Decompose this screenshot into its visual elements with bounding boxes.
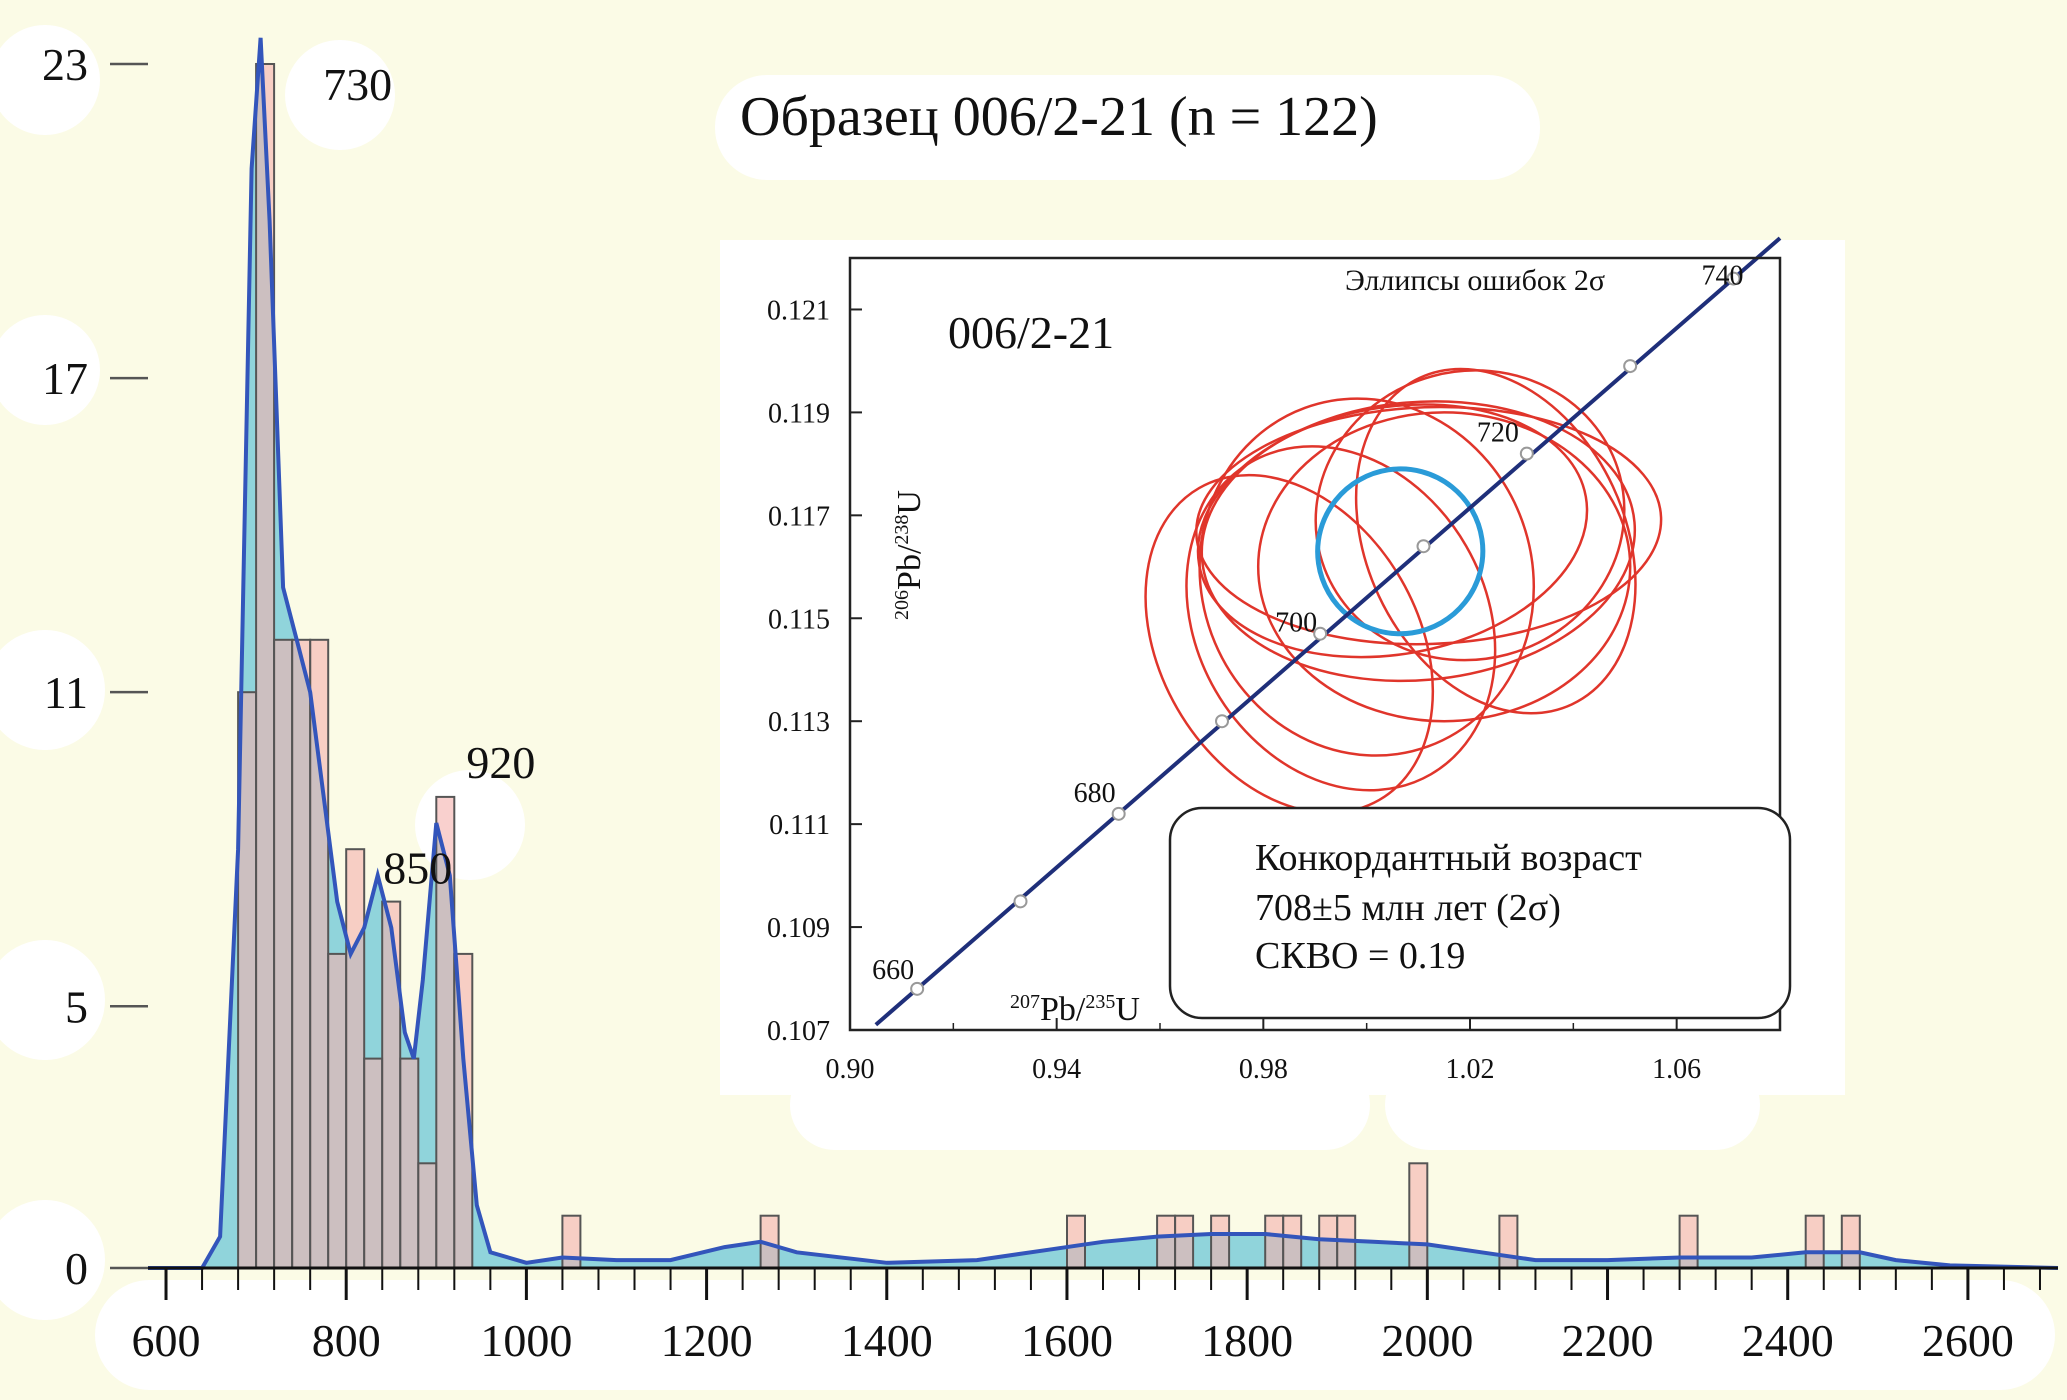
histogram-bar-18 [1210, 1214, 1231, 1269]
x-tick-label-800: 800 [312, 1315, 381, 1366]
concordia-point-680 [1111, 806, 1126, 821]
x-tick-label-1000: 1000 [480, 1315, 572, 1366]
error-ellipse-8 [1144, 473, 1435, 815]
x-tick-label-1400: 1400 [841, 1315, 933, 1366]
y-tick-label-11: 11 [44, 667, 88, 718]
concordia-point-700 [1313, 626, 1328, 641]
histogram-bar-7 [363, 1057, 384, 1269]
chart-title: Образец 006/2-21 (n = 122) [740, 86, 1378, 148]
peak-label-730: 730 [323, 59, 392, 110]
inset-x-tick-label-1.02: 1.02 [1446, 1054, 1495, 1085]
x-tick-label-2200: 2200 [1562, 1315, 1654, 1366]
histogram-chart: 600 800 1000 1200 1400 1600 1800 2000 2200 2400 26… [42, 37, 2059, 1366]
histogram-bar-24 [1498, 1214, 1519, 1269]
x-tick-label-2400: 2400 [1742, 1315, 1834, 1366]
error-ellipse-6 [1354, 367, 1637, 715]
histogram-bar-3 [291, 638, 312, 1269]
annotation-box: Конкордантный возраст 708±5 млн лет (2σ)… [1168, 806, 1792, 1020]
concordia-label-720: 720 [1477, 418, 1519, 449]
inset-y-tick-label-0.121: 0.121 [767, 295, 830, 326]
inset-plot-frame [848, 256, 1782, 1032]
histogram-bar-26 [1804, 1214, 1825, 1269]
inset-y-ticks: 0.107 0.109 0.111 0.113 0.115 0.117 0.119 0.121 [767, 295, 862, 1047]
annotation-line-1: Конкордантный возраст [1255, 837, 1642, 879]
y-tick-label-5: 5 [65, 981, 88, 1032]
histogram-bar-2 [273, 638, 294, 1269]
error-ellipse-4 [1198, 397, 1536, 757]
inset-x-tick-label-0.94: 0.94 [1032, 1054, 1081, 1085]
histogram-bar-5 [327, 952, 348, 1270]
y-tick-label-17: 17 [42, 353, 88, 404]
histogram-bar-23 [1408, 1162, 1429, 1270]
inset-y-tick-label-0.115: 0.115 [768, 604, 830, 635]
error-ellipse-2 [1314, 369, 1626, 662]
histogram-bar-4 [309, 638, 330, 1269]
concordia-point-670 [1013, 894, 1028, 909]
inset-x-ticks: 0.90 0.94 0.98 1.02 1.06 [826, 1018, 1701, 1085]
x-tick-label-2000: 2000 [1381, 1315, 1473, 1366]
annotation-line-2: 708±5 млн лет (2σ) [1255, 887, 1561, 929]
x-tick-label-1800: 1800 [1201, 1315, 1293, 1366]
histogram-bar-25 [1678, 1214, 1699, 1269]
x-axis-ticks: 600 800 1000 1200 1400 1600 1800 2000 2200 2400 26… [132, 1268, 2041, 1366]
error-ellipse-3 [1256, 411, 1632, 723]
inset-x-label: 207Pb/235U [1010, 991, 1140, 1028]
concordant-ellipse [1315, 466, 1486, 637]
inset-y-tick-label-0.117: 0.117 [768, 501, 830, 532]
concordia-labels: 660 680 700 720 740 [872, 261, 1743, 986]
peak-label-850: 850 [383, 843, 452, 894]
inset-y-tick-label-0.113: 0.113 [768, 707, 830, 738]
concordia-point-660 [910, 981, 925, 996]
x-tick-label-1200: 1200 [661, 1315, 753, 1366]
inset-x-tick-label-0.9: 0.90 [826, 1054, 875, 1085]
ellipse-legend: Эллипсы ошибок 2σ [1345, 264, 1605, 297]
inset-x-tick-label-0.98: 0.98 [1239, 1054, 1288, 1085]
histogram-bar-15 [1066, 1214, 1086, 1269]
error-ellipse-7 [1185, 445, 1497, 792]
concordia-point-730 [1623, 359, 1638, 374]
histogram-bar-6 [345, 848, 366, 1269]
histogram-bar-20 [1282, 1214, 1303, 1269]
error-ellipses [1144, 367, 1663, 815]
density-curve-line [148, 37, 2059, 1270]
concordia-label-660: 660 [872, 955, 914, 986]
concordia-points [910, 271, 1741, 996]
histogram-bar-10 [417, 1162, 438, 1270]
concordia-label-740: 740 [1702, 261, 1744, 292]
inset-y-tick-label-0.111: 0.111 [769, 810, 830, 841]
histogram-bar-19 [1264, 1214, 1285, 1269]
error-ellipse-5 [1195, 405, 1663, 646]
peak-label-920: 920 [466, 737, 535, 788]
inset-y-tick-label-0.109: 0.109 [767, 913, 830, 944]
concordia-label-700: 700 [1275, 608, 1317, 639]
histogram-bar-27 [1840, 1214, 1861, 1269]
inset-y-tick-label-0.119: 0.119 [768, 398, 830, 429]
inset-x-tick-label-1.06: 1.06 [1652, 1054, 1701, 1085]
concordia-point-690 [1215, 714, 1229, 729]
concordia-point-720 [1519, 446, 1534, 461]
histogram-bar-8 [381, 900, 402, 1269]
concordia-point-740 [1726, 271, 1741, 286]
histogram-bar-17 [1174, 1214, 1195, 1269]
x-tick-label-1600: 1600 [1021, 1315, 1113, 1366]
y-tick-label-23: 23 [42, 39, 88, 90]
inset-y-label: 206Pb/238U [891, 490, 928, 620]
y-tick-label-0: 0 [65, 1243, 88, 1294]
y-axis-ticks: 0 5 11 17 23 [42, 39, 148, 1294]
histogram-bar-9 [399, 1057, 420, 1269]
annotation-line-3: СКВО = 0.19 [1255, 935, 1465, 977]
concordia-inset: 660 680 700 720 740 0.90 0.94 0.98 1.02 1.06 0.1… [720, 236, 1845, 1095]
histogram-bar-16 [1156, 1214, 1177, 1269]
inset-y-tick-label-0.107: 0.107 [767, 1016, 830, 1047]
concordia-point-710 [1416, 539, 1431, 554]
x-tick-label-2600: 2600 [1922, 1315, 2014, 1366]
inset-title: 006/2-21 [948, 307, 1114, 358]
x-tick-label-600: 600 [132, 1315, 201, 1366]
peak-labels: 730 850 920 [323, 59, 535, 894]
concordia-label-680: 680 [1074, 778, 1116, 809]
